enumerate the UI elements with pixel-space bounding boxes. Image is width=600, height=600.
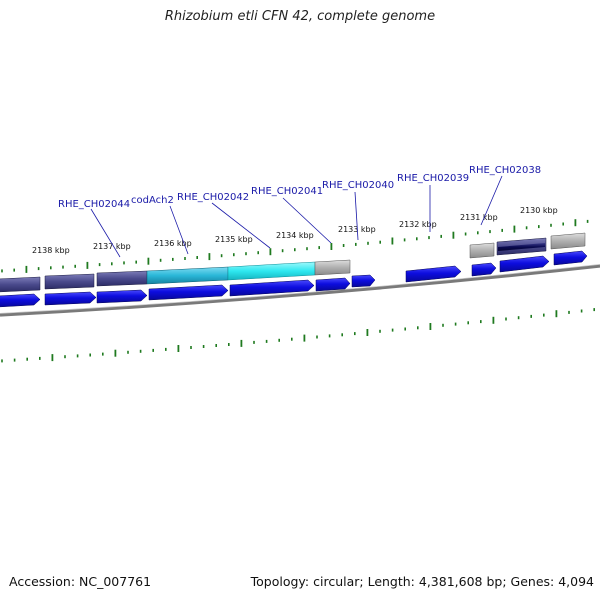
leader-codAch2 (169, 205, 189, 255)
gene-codAch2[interactable] (146, 266, 229, 285)
gene-forward[interactable] (553, 250, 588, 266)
genome-backbone-highlight (0, 264, 600, 314)
gene-labels: RHE_CH02044 codAch2 RHE_CH02042 RHE_CH02… (58, 165, 541, 210)
reverse-strand-genes (0, 232, 586, 293)
gene-label-RHE_CH02038[interactable]: RHE_CH02038 (469, 165, 541, 176)
gene-forward[interactable] (0, 293, 41, 308)
gene-label-RHE_CH02041[interactable]: RHE_CH02041 (251, 186, 323, 197)
tick-label-2133: 2133 kbp (338, 225, 376, 234)
gene-RHE_CH02042[interactable] (227, 261, 316, 281)
tick-label-2130: 2130 kbp (520, 206, 558, 215)
gene-label-RHE_CH02044[interactable]: RHE_CH02044 (58, 199, 130, 210)
gene-reverse[interactable] (96, 270, 148, 287)
topology-text: Topology: circular; Length: 4,381,608 bp… (250, 574, 594, 589)
gene-label-RHE_CH02040[interactable]: RHE_CH02040 (322, 180, 394, 191)
gene-forward[interactable] (96, 289, 148, 304)
gene-RHE_CH02038-inner (498, 243, 545, 251)
gene-reverse-gray[interactable] (469, 242, 495, 259)
gene-forward[interactable] (351, 274, 376, 288)
inner-tick-ring (1, 308, 596, 363)
leader-RHE_CH02044 (90, 208, 121, 258)
gene-forward[interactable] (229, 279, 315, 297)
tick-label-2135: 2135 kbp (215, 235, 253, 244)
gene-forward[interactable] (315, 277, 351, 292)
gene-reverse-gray[interactable] (550, 232, 586, 250)
gene-forward[interactable] (471, 262, 497, 277)
gene-reverse[interactable] (44, 273, 95, 290)
gene-forward[interactable] (499, 255, 550, 273)
gene-label-RHE_CH02042[interactable]: RHE_CH02042 (177, 192, 249, 203)
tick-label-2132: 2132 kbp (399, 220, 437, 229)
label-leader-lines (90, 175, 503, 258)
forward-strand-genes (0, 250, 588, 308)
gene-label-codAch2[interactable]: codAch2 (131, 195, 174, 206)
tick-labels: 2138 kbp 2137 kbp 2136 kbp 2135 kbp 2134… (32, 206, 558, 255)
gene-forward[interactable] (405, 265, 462, 283)
gene-RHE_CH02041[interactable] (314, 259, 351, 276)
accession-text: Accession: NC_007761 (9, 574, 152, 589)
leader-RHE_CH02040 (354, 191, 359, 241)
genome-backbone (0, 264, 600, 317)
gene-forward[interactable] (148, 284, 229, 301)
leader-RHE_CH02038 (480, 175, 503, 226)
gene-reverse[interactable] (0, 276, 41, 293)
tick-label-2138: 2138 kbp (32, 246, 70, 255)
tick-label-2131: 2131 kbp (460, 213, 498, 222)
tick-label-2136: 2136 kbp (154, 239, 192, 248)
leader-RHE_CH02042 (211, 202, 271, 249)
outer-tick-ring (1, 219, 589, 273)
gene-label-RHE_CH02039[interactable]: RHE_CH02039 (397, 173, 469, 184)
tick-label-2134: 2134 kbp (276, 231, 314, 240)
map-title: Rhizobium etli CFN 42, complete genome (164, 9, 436, 24)
tick-label-2137: 2137 kbp (93, 242, 131, 251)
gene-forward[interactable] (44, 291, 97, 306)
leader-RHE_CH02041 (282, 197, 332, 244)
